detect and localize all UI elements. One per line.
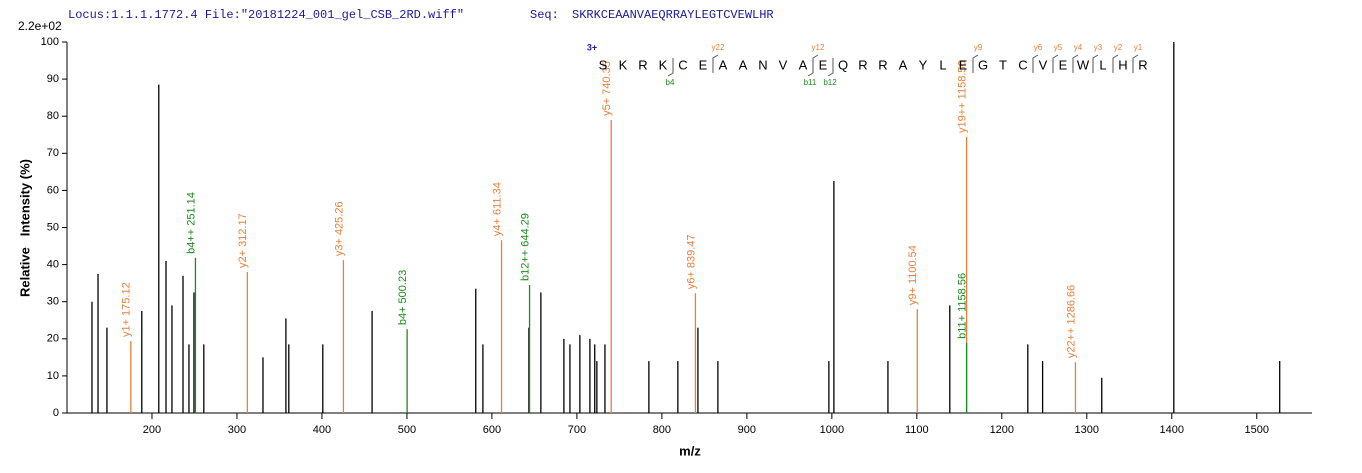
y-tick-label: 80 [47,110,59,122]
b-cleavage [667,58,674,77]
y-cleavage [1132,54,1139,73]
y-cleavage [1032,54,1039,73]
x-tick-label: 1000 [820,424,844,436]
b-ion-label: b11 [804,78,817,87]
y-ion-label: y3 [1094,43,1103,52]
y-cleavage [1052,54,1059,73]
sequence: SKRKCEAANVAEQRRAYLEGTCVEWLHR [572,8,774,22]
residue: G [978,57,988,72]
y-tick-label: 90 [47,73,59,85]
residue: C [1018,57,1027,72]
peak-label: y19++ 1158.56 [957,60,969,133]
peak-label: y22++ 1286.66 [1065,285,1077,358]
b-cleavage [827,58,834,77]
seq-label: Seq: [530,8,559,22]
residue: V [779,57,788,72]
x-tick-label: 1500 [1245,424,1269,436]
residue: R [858,57,867,72]
y-ion-label: y1 [1134,43,1143,52]
residue: V [1039,57,1048,72]
y-ion-label: y12 [812,43,825,52]
y-ion-label: y6 [1034,43,1043,52]
residue: N [758,57,767,72]
x-tick-label: 200 [143,424,161,436]
residue: E [819,57,828,72]
y-cleavage [812,54,819,73]
residue: S [599,57,608,72]
y-ion-label: y22 [712,43,725,52]
residue: H [1118,57,1127,72]
y-cleavage [712,54,719,73]
residue: E [1059,57,1068,72]
y-axis-title: Relative Intensity (%) [17,159,32,297]
peak-label: y9+ 1100.54 [907,245,919,305]
b-ion-label: b4 [666,78,675,87]
peak-label: b12++ 644.29 [519,213,531,281]
x-tick-label: 500 [398,424,416,436]
y-tick-label: 0 [53,407,59,419]
x-tick-label: 900 [738,424,756,436]
y-tick-label: 100 [41,36,59,48]
residue: E [959,57,968,72]
peak-label: b4+ 500.23 [397,270,409,325]
y-tick-label: 60 [47,184,59,196]
residue: A [719,57,728,72]
residue: W [1077,57,1090,72]
y-tick-label: 10 [47,370,59,382]
residue: A [739,57,748,72]
x-tick-label: 1100 [905,424,929,436]
residue: Q [838,57,848,72]
b-cleavage [807,58,814,77]
y-cleavage [1092,54,1099,73]
peak-label: y5+ 740.35 [601,61,613,116]
residue: A [899,57,908,72]
peak-label: y6+ 839.47 [685,234,697,289]
y-ion-label: y4 [1074,43,1083,52]
y-tick-label: 20 [47,333,59,345]
peak-label: b4++ 251.14 [185,192,197,254]
residue: E [699,57,708,72]
y-ion-label: y5 [1054,43,1063,52]
residue: L [1099,57,1106,72]
residue: R [878,57,887,72]
y-ion-label: y9 [974,43,983,52]
residue: A [799,57,808,72]
x-tick-label: 600 [483,424,501,436]
residue: R [1138,57,1147,72]
x-tick-label: 800 [653,424,671,436]
x-tick-label: 1400 [1160,424,1184,436]
locus: Locus:1.1.1.1772.4 File:"20181224_001_ge… [68,8,464,22]
peak-label: y4+ 611.34 [491,182,503,236]
x-tick-label: 400 [313,424,331,436]
y-tick-label: 70 [47,147,59,159]
y-tick-label: 40 [47,259,59,271]
residue: L [939,57,946,72]
x-tick-label: 700 [568,424,586,436]
y-cleavage [1072,54,1079,73]
peak-label: y1+ 175.12 [121,282,133,337]
y-tick-label: 30 [47,296,59,308]
residue: R [638,57,647,72]
residue: T [999,57,1007,72]
x-tick-label: 1300 [1075,424,1099,436]
residue: Y [919,57,928,72]
y-tick-label: 50 [47,221,59,233]
y-cleavage [972,54,979,73]
peak-label: y3+ 425.26 [333,201,345,256]
b-ion-label: b12 [823,78,837,87]
y-cleavage [1112,54,1119,73]
charge-state: 3+ [587,42,597,52]
x-axis-title: m/z [679,443,701,458]
peak-label: y2+ 312.17 [237,213,249,268]
peak-label: b11+ 1158.56 [957,273,969,339]
residue: K [659,57,668,72]
x-tick-label: 300 [228,424,246,436]
residue: K [619,57,628,72]
residue: C [678,57,687,72]
scale-label: 2.2e+02 [18,19,62,33]
y-ion-label: y2 [1114,43,1123,52]
x-tick-label: 1200 [990,424,1014,436]
